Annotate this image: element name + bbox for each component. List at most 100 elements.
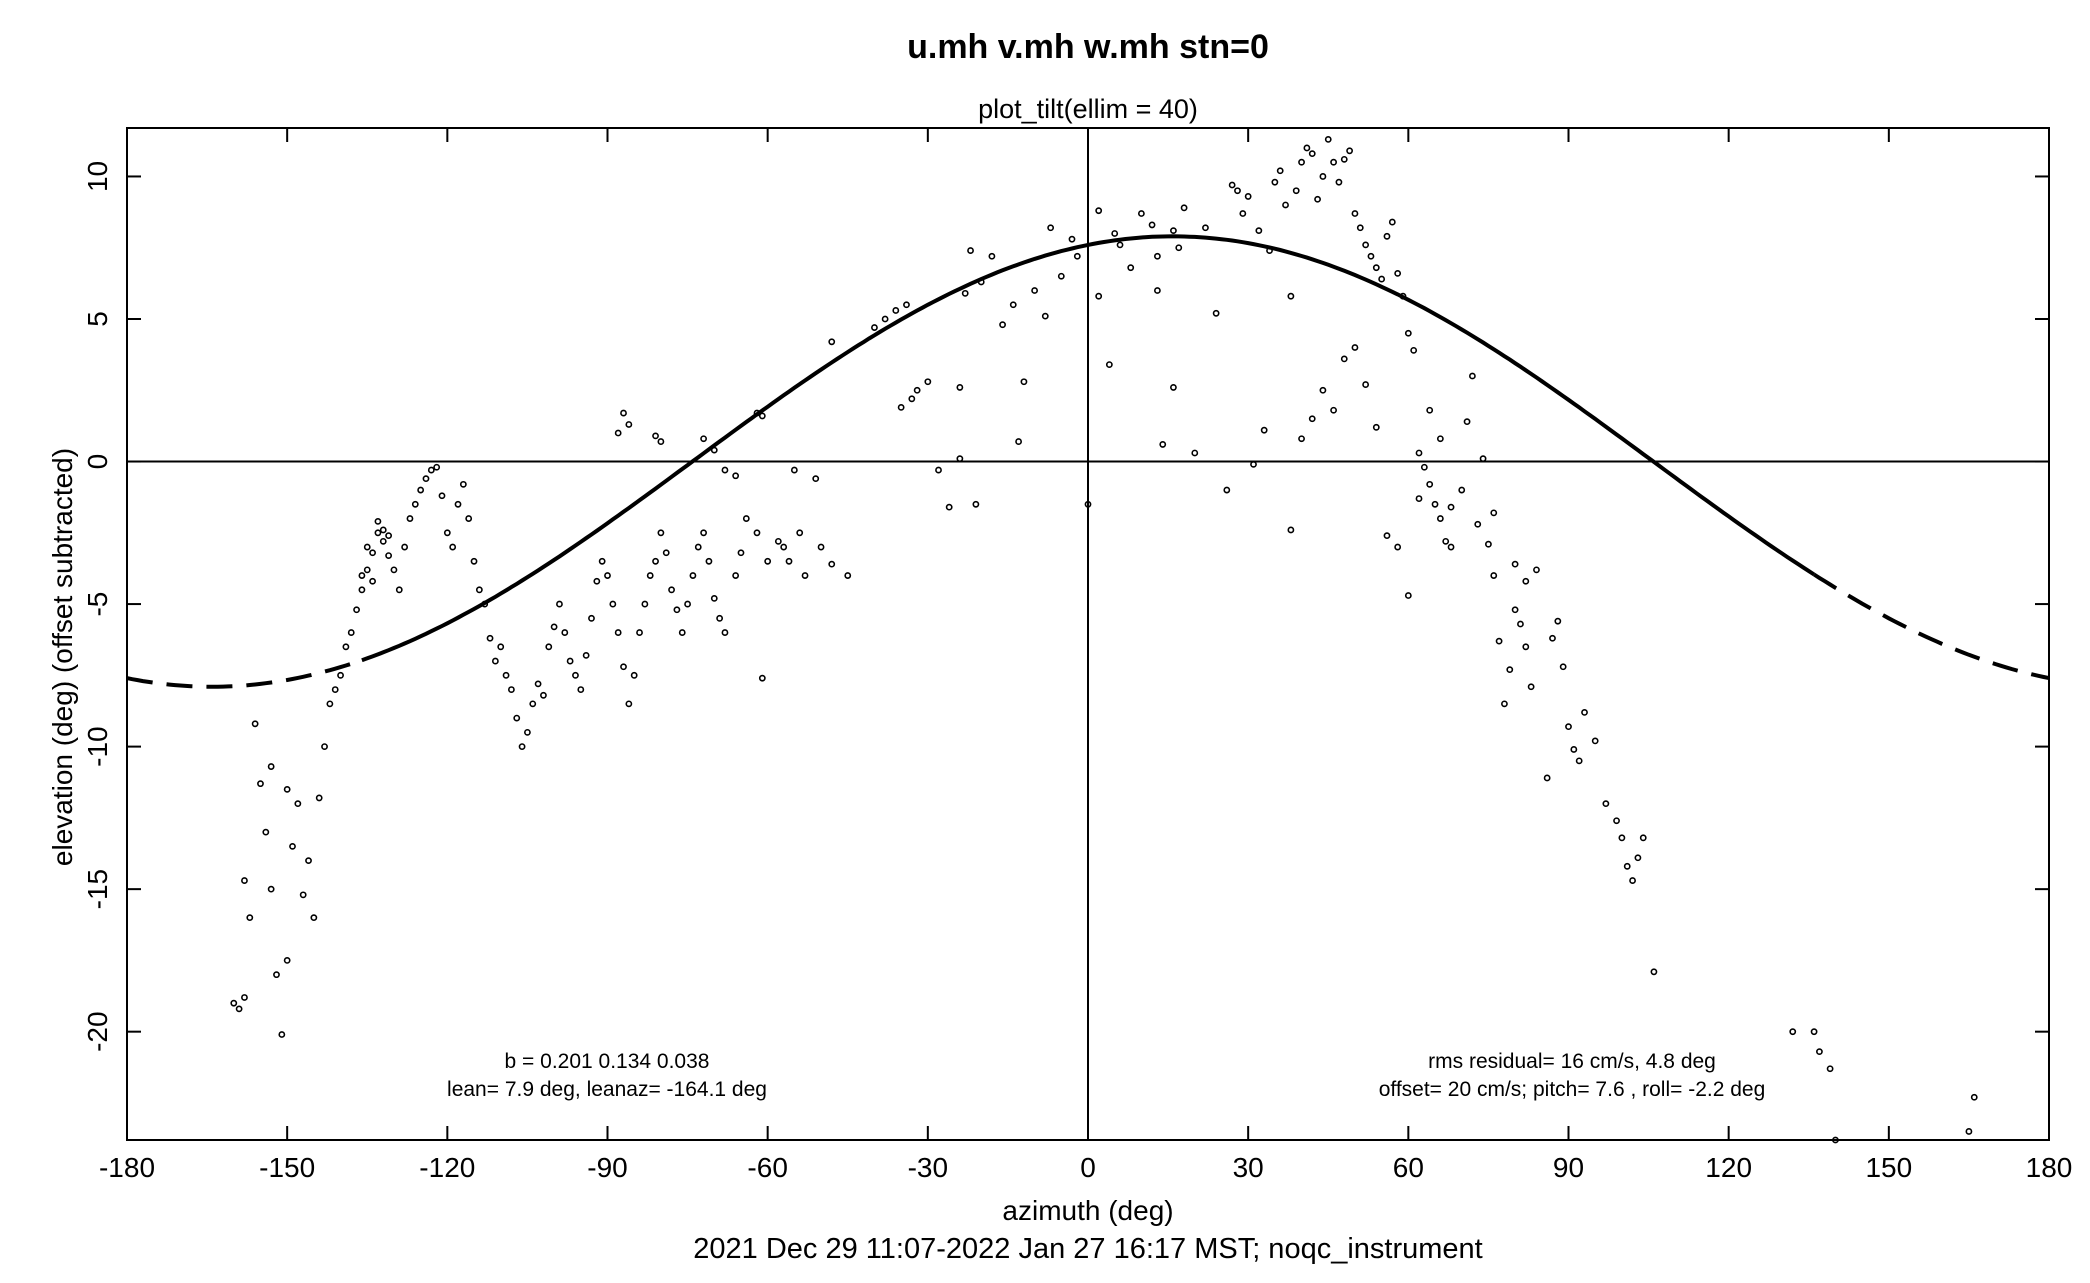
data-point	[1404, 329, 1412, 337]
data-point	[534, 680, 542, 688]
data-point	[1490, 509, 1498, 517]
data-point	[753, 529, 761, 537]
data-point	[956, 384, 964, 391]
data-point	[652, 432, 659, 440]
data-point	[289, 842, 296, 850]
data-point	[582, 651, 590, 659]
fit-curve-solid	[361, 234, 1816, 663]
fit-curve-dashed-left	[126, 658, 363, 689]
data-point	[427, 466, 435, 474]
data-point	[1330, 158, 1337, 166]
data-point	[1378, 275, 1386, 283]
data-point	[385, 552, 393, 560]
data-point	[684, 600, 691, 608]
data-point	[550, 623, 558, 631]
data-point	[1426, 480, 1434, 488]
data-point	[395, 586, 403, 594]
data-point	[1324, 136, 1332, 143]
data-point	[844, 572, 852, 579]
data-point	[1346, 147, 1354, 155]
data-point	[1298, 435, 1305, 443]
data-point	[785, 557, 793, 565]
y-tick-label: -5	[82, 592, 113, 617]
x-tick-label: 120	[1705, 1152, 1752, 1183]
data-point	[358, 572, 366, 579]
data-point	[342, 643, 350, 651]
data-point	[620, 663, 627, 671]
data-point	[369, 577, 376, 585]
data-point	[1447, 503, 1455, 511]
data-point	[1511, 606, 1519, 614]
data-point	[1420, 463, 1428, 471]
data-point	[1383, 532, 1391, 540]
x-tick-label: -120	[419, 1152, 475, 1183]
data-point	[1303, 144, 1311, 152]
y-tick-label: -10	[82, 726, 113, 766]
data-point	[1479, 455, 1487, 463]
data-point	[881, 315, 889, 323]
data-point	[1154, 287, 1161, 294]
data-point	[828, 560, 836, 568]
data-point	[1629, 877, 1636, 884]
data-point	[513, 714, 521, 722]
data-point	[1057, 272, 1065, 280]
data-point	[1458, 486, 1466, 494]
data-point	[924, 378, 932, 386]
data-point	[1789, 1028, 1797, 1036]
data-point	[358, 586, 366, 594]
y-axis-ticks: 10 5 0 -5 -10 -15 -20	[82, 161, 2049, 1052]
data-point	[363, 543, 371, 551]
data-point	[305, 857, 312, 865]
data-point	[1474, 520, 1482, 528]
data-point	[1495, 637, 1503, 645]
data-point	[630, 671, 638, 679]
data-point	[1271, 178, 1279, 186]
data-point	[1244, 193, 1252, 200]
data-point	[363, 566, 371, 574]
data-point	[1554, 617, 1562, 625]
data-point	[1602, 800, 1610, 808]
data-point	[1436, 515, 1444, 522]
data-point	[1180, 204, 1188, 212]
data-point	[1148, 221, 1156, 229]
data-point	[1410, 346, 1418, 354]
data-point	[507, 686, 515, 693]
data-point	[1426, 406, 1434, 414]
data-point	[1591, 737, 1599, 745]
data-point	[1234, 187, 1241, 195]
data-point	[1490, 572, 1498, 579]
data-point	[572, 671, 579, 679]
data-point	[1362, 381, 1370, 388]
data-point	[604, 572, 611, 579]
data-point	[475, 586, 483, 594]
data-point	[1826, 1065, 1834, 1073]
data-point	[737, 549, 745, 557]
data-point	[593, 577, 601, 585]
data-point	[716, 614, 724, 622]
data-point	[1623, 862, 1631, 870]
data-point	[278, 1031, 286, 1038]
data-point	[273, 971, 280, 979]
data-point	[433, 463, 441, 471]
x-tick-label: 0	[1080, 1152, 1096, 1183]
data-point	[1388, 218, 1396, 226]
x-tick-label: -150	[259, 1152, 315, 1183]
data-point	[668, 586, 675, 594]
data-point	[561, 629, 569, 636]
data-point	[251, 720, 259, 728]
data-point	[491, 657, 499, 665]
data-point	[1340, 155, 1348, 163]
data-point	[967, 247, 974, 254]
data-point	[710, 594, 718, 602]
data-point	[321, 743, 328, 751]
data-point	[1372, 423, 1380, 431]
data-point	[529, 700, 537, 708]
y-tick-label: 0	[82, 454, 113, 470]
data-point	[588, 614, 595, 622]
data-point	[390, 566, 398, 574]
data-point	[828, 338, 836, 346]
data-point	[935, 466, 942, 474]
data-point	[1522, 643, 1530, 651]
data-point	[486, 634, 494, 642]
data-point	[1639, 834, 1647, 842]
